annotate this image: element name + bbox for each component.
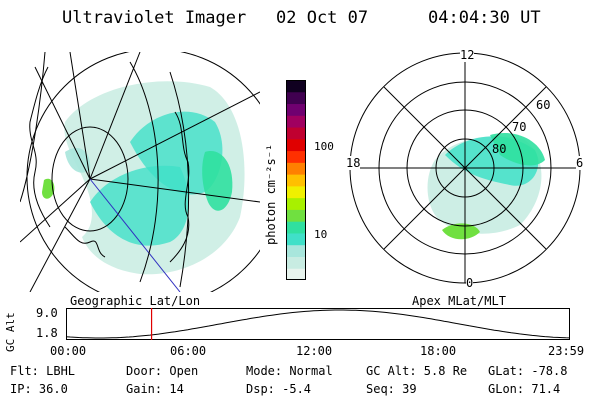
mlat-label-70: 70 <box>512 120 527 134</box>
colorbar-segment <box>286 138 306 152</box>
colorbar-tick-10: 10 <box>314 228 328 241</box>
status-door: Door: Open <box>126 364 199 378</box>
status-gc-alt: GC Alt: 5.8 Re <box>366 364 468 378</box>
left-panel-caption: Geographic Lat/Lon <box>70 294 201 308</box>
xtick-1800: 18:00 <box>420 344 457 358</box>
right-panel-caption: Apex MLat/MLT <box>412 294 506 308</box>
xtick-0000: 00:00 <box>50 344 87 358</box>
colorbar-segment <box>286 80 306 93</box>
colorbar-segment <box>286 185 306 199</box>
status-filter: Flt: LBHL <box>10 364 76 378</box>
status-dsp: Dsp: -5.4 <box>246 382 312 396</box>
colorbar <box>286 80 306 281</box>
colorbar-segment <box>286 162 306 175</box>
colorbar-segment <box>286 174 306 187</box>
colorbar-gradient <box>286 80 306 281</box>
status-mode: Mode: Normal <box>246 364 333 378</box>
status-glon: GLon: 71.4 <box>488 382 561 396</box>
colorbar-segment <box>286 221 306 234</box>
colorbar-segment <box>286 232 306 246</box>
altitude-ylabel: GC Alt <box>4 312 17 352</box>
colorbar-tick-100: 100 <box>314 140 334 153</box>
colorbar-segment <box>286 103 306 116</box>
instrument-title: Ultraviolet Imager <box>62 8 247 28</box>
colorbar-frame <box>286 80 306 280</box>
mlt-label-0: 0 <box>466 276 474 290</box>
polar-plot <box>349 52 581 284</box>
xtick-2359: 23:59 <box>548 344 585 358</box>
colorbar-segment <box>286 256 306 269</box>
time-label: 04:04:30 UT <box>428 8 541 28</box>
mlat-label-80: 80 <box>492 142 507 156</box>
colorbar-segment <box>286 91 306 105</box>
status-seq: Seq: 39 <box>366 382 417 396</box>
mlt-label-6: 6 <box>576 156 584 170</box>
geographic-image <box>20 52 260 292</box>
date-label: 02 Oct 07 <box>276 8 369 28</box>
altitude-plot <box>66 308 570 340</box>
colorbar-segment <box>286 127 306 140</box>
altitude-ymax: 9.0 <box>36 306 58 320</box>
altitude-plot-frame <box>66 308 570 340</box>
colorbar-segment <box>286 268 306 281</box>
colorbar-segment <box>286 150 306 163</box>
altitude-ymin: 1.8 <box>36 326 58 340</box>
xtick-1200: 12:00 <box>296 344 333 358</box>
colorbar-segment <box>286 197 306 210</box>
colorbar-unit-label: photon cm⁻²s⁻¹ <box>264 143 278 245</box>
status-ip: IP: 36.0 <box>10 382 68 396</box>
colorbar-segment <box>286 115 306 128</box>
status-glat: GLat: -78.8 <box>488 364 568 378</box>
altitude-curve <box>66 309 570 339</box>
mlt-label-12: 12 <box>460 48 475 62</box>
xtick-0600: 06:00 <box>170 344 207 358</box>
status-gain: Gain: 14 <box>126 382 184 396</box>
mlat-label-60: 60 <box>536 98 551 112</box>
mlt-label-18: 18 <box>346 156 361 170</box>
colorbar-segment <box>286 244 306 257</box>
colorbar-segment <box>286 209 306 222</box>
